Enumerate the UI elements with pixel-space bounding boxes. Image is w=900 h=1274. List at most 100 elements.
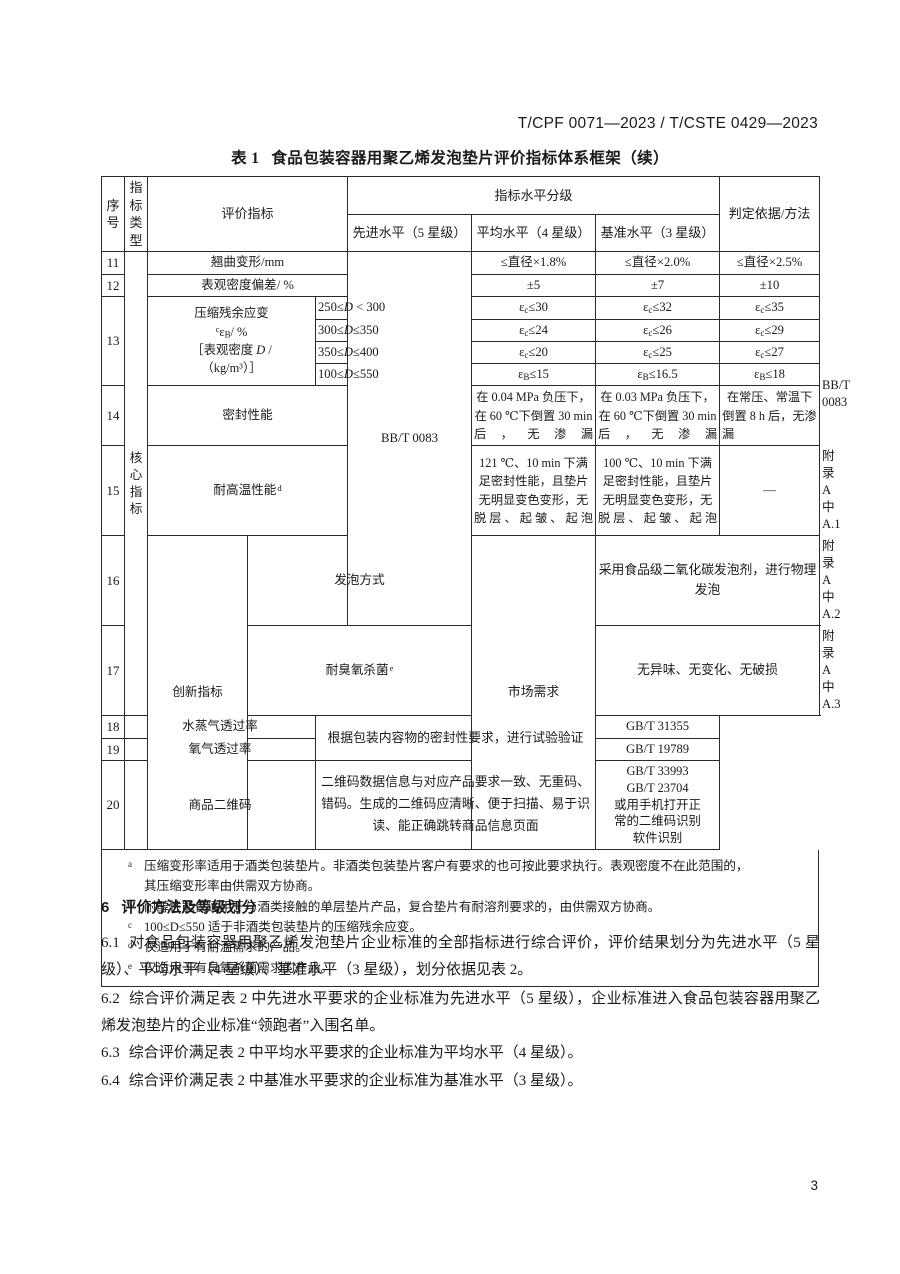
section-title: 评价方法及等级划分 — [121, 899, 257, 916]
footnote-mark: e — [128, 960, 132, 971]
group-innovation-label: 创新指标 — [172, 684, 223, 699]
footnote-continuation: 其压缩变形率由供需双方协商。 — [144, 879, 321, 894]
compression-title: 压缩残余应变 — [194, 305, 269, 320]
compression-note-1: ［表观密度 D / — [191, 342, 272, 357]
source-market-label: 市场需求 — [507, 684, 560, 699]
source-bbt0083-label: BB/T 0083 — [381, 431, 439, 446]
footnote-item: b 耐醇性能仅适用于与酒类接触的单层垫片产品，复合垫片有耐溶剂要求的，由供需双方… — [110, 897, 810, 917]
table-footnotes: a 压缩变形率适用于酒类包装垫片。非酒类包装垫片客户有要求的也可按此要求执行。表… — [101, 849, 819, 988]
row-method: GB/T 19789 — [595, 737, 721, 762]
indicator-table-wrapper: 序号 指标类型 评价指标 指标水平分级 判定依据/方法 先进水平（5 星级） 平… — [101, 175, 850, 988]
row-seq: 14 — [101, 385, 125, 447]
row-indicator: 表观密度偏差/ % — [146, 273, 349, 298]
method-line: GB/T 33993 — [626, 764, 689, 779]
compression-symbol-sup: c — [215, 323, 220, 334]
table-row: 350≤D≤400 εc≤20 εc≤25 εc≤27 — [102, 340, 821, 364]
method-line: GB/T 23704 — [626, 780, 689, 795]
row-level-basic: ±10 — [719, 273, 821, 298]
row-indicator: 耐高温性能d — [146, 445, 349, 537]
paragraph-number: 6.4 — [101, 1073, 120, 1089]
row-seq: 17 — [101, 625, 125, 717]
section-number: 6 — [101, 899, 110, 916]
compression-note-2: （kg/m³）］ — [201, 360, 262, 375]
row-level-basic: — — [719, 445, 821, 537]
paragraph-6-4: 6.4 综合评价满足表 2 中基准水平要求的企业标准为基准水平（3 星级）。 — [101, 1068, 820, 1095]
row-seq: 12 — [101, 273, 125, 298]
footnote-marker-e: e — [389, 662, 394, 673]
table-row: 15 耐高温性能d 121 ℃、10 min 下满足密封性能，且垫片无明显变色变… — [101, 445, 841, 537]
footnote-item: a 压缩变形率适用于酒类包装垫片。非酒类包装垫片客户有要求的也可按此要求执行。表… — [110, 856, 810, 876]
row-merged-levels: 无异味、无变化、无破损 — [595, 625, 821, 717]
density-range: 100≤D≤550 — [314, 362, 379, 387]
paragraph-text: 对食品包装容器用聚乙烯发泡垫片企业标准的全部指标进行综合评价，评价结果划分为先进… — [101, 935, 820, 978]
header-indicator: 评价指标 — [146, 175, 349, 253]
row-indicator: 商品二维码 — [124, 760, 316, 850]
density-range: 350≤D≤400 — [314, 340, 379, 364]
paragraph-text: 综合评价满足表 2 中先进水平要求的企业标准为先进水平（5 星级），企业标准进入… — [101, 991, 820, 1034]
row-seq: 18 — [101, 715, 125, 739]
row-indicator: 氧气透过率 — [124, 737, 316, 762]
footnote-item: c 100≤D≤550 适于非酒类包装垫片的压缩残余应变。 — [110, 917, 810, 937]
footnote-item: d 仅适用于有耐温需求的产品。 — [110, 937, 810, 957]
footnote-text: 仅适用于有耐温需求的产品。 — [144, 940, 308, 955]
row-level-advanced: εB≤15 — [471, 362, 597, 387]
row-level-advanced: 121 ℃、10 min 下满足密封性能，且垫片无明显变色变形，无脱层、起皱、起… — [471, 445, 597, 537]
footnote-mark: d — [128, 940, 133, 951]
page-number: 3 — [810, 1178, 818, 1193]
row-level-average: ≤直径×2.0% — [595, 251, 721, 275]
header-level-group: 指标水平分级 — [347, 175, 721, 216]
method-line: 或用手机打开正 — [614, 797, 701, 812]
compression-symbol: cεB/ % — [215, 323, 248, 340]
row-level-average: εc≤26 — [595, 318, 721, 342]
table-caption: 表 1 食品包装容器用聚乙烯发泡垫片评价指标体系框架（续） — [0, 146, 900, 168]
header-seq: 序号 — [101, 175, 125, 253]
row-seq: 11 — [101, 251, 125, 275]
row-seq: 13 — [101, 296, 125, 387]
row-merged-levels: 采用食品级二氧化碳发泡剂，进行物理发泡 — [595, 535, 821, 627]
row-indicator-compression: 压缩残余应变 cεB/ % ［表观密度 D / （kg/m³）］ — [147, 296, 316, 387]
footnote-text: 仅适用于有臭氧杀菌需求的产品。 — [144, 960, 333, 975]
header-level-advanced: 先进水平（5 星级） — [347, 214, 473, 253]
row-level-advanced: 在 0.04 MPa 负压下，在 60 ℃下倒置 30 min 后，无渗漏 — [471, 385, 597, 447]
row-level-basic: εc≤27 — [719, 340, 821, 364]
group-core: 核心指标 — [124, 251, 148, 717]
row-merged-levels: 二维码数据信息与对应产品要求一致、无重码、错码。生成的二维码应清晰、便于扫描、易… — [314, 760, 597, 850]
header-method: 判定依据/方法 — [719, 175, 821, 253]
row-level-basic: 在常压、常温下倒置 8 h 后，无渗漏 — [719, 385, 821, 447]
header-level-basic: 基准水平（3 星级） — [595, 214, 721, 253]
table-row: 11 核心指标 翘曲变形/mm BB/T 0083 ≤直径×1.8% ≤直径×2… — [101, 251, 850, 717]
row-indicator: 发泡方式 — [246, 535, 473, 627]
header-type: 指标类型 — [124, 175, 148, 253]
paragraph-6-1: 6.1 对食品包装容器用聚乙烯发泡垫片企业标准的全部指标进行综合评价，评价结果划分… — [101, 930, 820, 983]
section-heading: 6 评价方法及等级划分 — [101, 896, 256, 917]
row-indicator: 耐臭氧杀菌e — [246, 625, 473, 717]
paragraph-6-3: 6.3 综合评价满足表 2 中平均水平要求的企业标准为平均水平（4 星级）。 — [101, 1040, 820, 1067]
row-level-average: εc≤25 — [595, 340, 721, 364]
table-row: 17 耐臭氧杀菌e 无异味、无变化、无破损 附录 A 中 A.3 — [101, 625, 841, 717]
row-level-advanced: εc≤24 — [471, 318, 597, 342]
row-level-advanced: ±5 — [471, 273, 597, 298]
method-line: 软件识别 — [632, 831, 683, 846]
running-header: T/CPF 0071—2023 / T/CSTE 0429—2023 — [517, 115, 818, 132]
row-method: GB/T 31355 — [595, 715, 721, 739]
table-row: 19 氧气透过率 GB/T 19789 — [101, 737, 820, 762]
row-indicator-label: 耐臭氧杀菌 — [325, 663, 389, 678]
footnote-mark: c — [128, 920, 132, 931]
row-level-average: εc≤32 — [595, 296, 721, 320]
row-seq: 15 — [101, 445, 125, 537]
row-indicator: 水蒸气透过率 — [124, 715, 316, 739]
table-row: 18 水蒸气透过率 根据包装内容物的密封性要求，进行试验验证 GB/T 3135… — [101, 715, 820, 762]
density-range: 250≤D < 300 — [314, 296, 385, 320]
footnote-text: 耐醇性能仅适用于与酒类接触的单层垫片产品，复合垫片有耐溶剂要求的，由供需双方协商… — [144, 899, 661, 914]
row-merged-levels: 根据包装内容物的密封性要求，进行试验验证 — [314, 715, 597, 762]
row-indicator: 翘曲变形/mm — [146, 251, 349, 275]
row-level-advanced: εc≤30 — [471, 296, 597, 320]
table-caption-title: 食品包装容器用聚乙烯发泡垫片评价指标体系框架（续） — [271, 150, 669, 167]
row-level-basic: εc≤35 — [719, 296, 821, 320]
paragraph-number: 6.1 — [101, 935, 120, 951]
table-row: 14 密封性能 在 0.04 MPa 负压下，在 60 ℃下倒置 30 min … — [101, 385, 821, 447]
row-indicator-label: 耐高温性能 — [213, 483, 277, 498]
row-indicator: 密封性能 — [146, 385, 349, 447]
table-row: 20 商品二维码 二维码数据信息与对应产品要求一致、无重码、错码。生成的二维码应… — [101, 760, 820, 850]
method-line: 常的二维码识别 — [614, 814, 701, 829]
